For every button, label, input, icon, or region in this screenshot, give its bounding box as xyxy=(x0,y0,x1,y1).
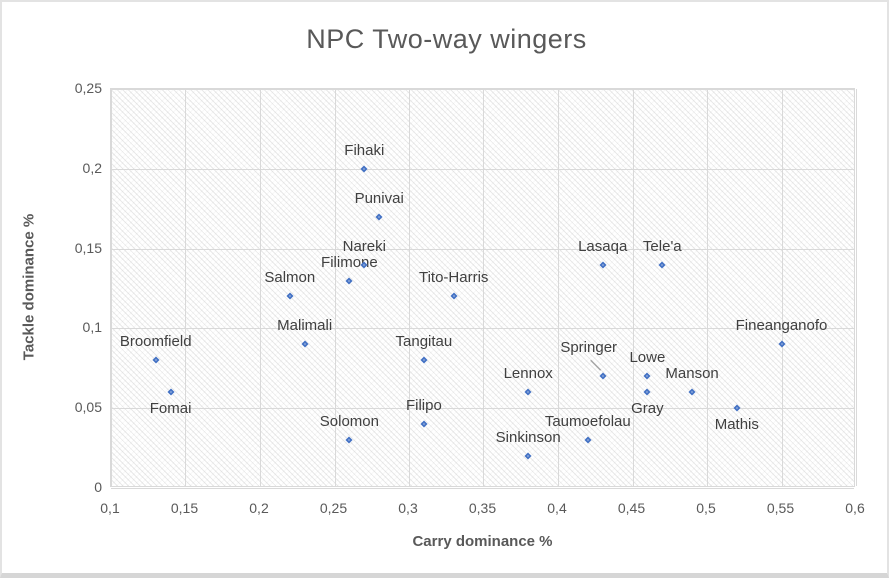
data-label-lennox: Lennox xyxy=(503,365,553,383)
y-tick-label: 0,25 xyxy=(74,80,102,96)
data-label-springer: Springer xyxy=(560,339,618,357)
data-label-gray: Gray xyxy=(631,400,664,418)
data-point-taumoefolau xyxy=(584,436,592,444)
data-point-mathis xyxy=(733,404,741,412)
data-point-filipo xyxy=(420,420,428,428)
x-tick-label: 0,45 xyxy=(617,500,646,516)
data-label-salmon: Salmon xyxy=(264,269,316,287)
plot-area: Broomfield Fomai Salmon Malimali Filimone Sol… xyxy=(110,88,857,489)
gridline-horizontal xyxy=(111,328,854,329)
data-label-nareki: Nareki xyxy=(342,237,386,255)
data-point-tangitau xyxy=(420,356,428,364)
gridline-vertical xyxy=(111,89,112,486)
data-label-manson: Manson xyxy=(665,365,719,383)
gridline-vertical xyxy=(409,89,410,486)
data-label-tangitau: Tangitau xyxy=(395,333,453,351)
gridline-vertical xyxy=(185,89,186,486)
data-point-gray xyxy=(643,388,651,396)
data-label-punivai: Punivai xyxy=(354,189,404,207)
data-point-fihaki xyxy=(360,165,368,173)
data-label-tito-harris: Tito-Harris xyxy=(418,269,489,287)
gridline-horizontal xyxy=(111,488,854,489)
gridline-horizontal xyxy=(111,89,854,90)
y-tick-label: 0,2 xyxy=(82,159,102,176)
data-point-salmon xyxy=(286,292,294,301)
data-point-fomai xyxy=(167,388,175,396)
data-point-solomon xyxy=(345,436,353,444)
data-point-malimali xyxy=(301,340,309,348)
gridline-vertical xyxy=(483,89,484,486)
data-label-solomon: Solomon xyxy=(319,413,379,431)
gridline-vertical xyxy=(782,89,783,486)
data-label-malimali: Malimali xyxy=(277,317,333,335)
x-tick-label: 0,5 xyxy=(696,500,716,516)
data-point-lasaqa xyxy=(599,261,607,269)
y-tick-label: 0,1 xyxy=(82,319,102,336)
data-point-lennox xyxy=(524,388,532,396)
x-tick-label: 0,1 xyxy=(100,500,120,516)
data-point-broomfield xyxy=(152,356,160,364)
y-axis-title: Tackle dominance % xyxy=(20,213,38,361)
y-tick-label: 0,15 xyxy=(74,239,102,256)
data-point-sinkinson xyxy=(524,452,532,460)
gridline-vertical xyxy=(856,89,857,486)
data-label-fineanganofo: Fineanganofo xyxy=(735,317,828,335)
x-tick-label: 0,35 xyxy=(468,500,497,516)
gridline-vertical xyxy=(558,89,559,486)
x-tick-label: 0,6 xyxy=(845,500,865,516)
data-point-manson xyxy=(688,388,696,396)
x-tick-label: 0,55 xyxy=(766,500,795,516)
chart-title: NPC Two-way wingers xyxy=(306,24,587,54)
data-label-sinkinson: Sinkinson xyxy=(495,429,561,447)
x-tick-label: 0,25 xyxy=(319,500,348,516)
data-label-broomfield: Broomfield xyxy=(119,333,192,351)
x-tick-label: 0,3 xyxy=(398,500,418,516)
data-point-punivai xyxy=(375,213,383,221)
gridline-vertical xyxy=(260,89,261,486)
data-label-fomai: Fomai xyxy=(149,400,192,418)
data-point-filimone xyxy=(345,276,353,285)
x-tick-label: 0,4 xyxy=(547,500,567,516)
gridline-vertical xyxy=(633,89,634,486)
data-label-filimone: Filimone xyxy=(321,253,378,271)
x-tick-label: 0,2 xyxy=(249,500,269,516)
x-axis-title: Carry dominance % xyxy=(412,533,553,550)
gridline-vertical xyxy=(335,89,336,486)
leader-line-springer xyxy=(590,359,602,371)
data-label-mathis: Mathis xyxy=(714,416,759,434)
gridline-vertical xyxy=(707,89,708,486)
data-label-lowe: Lowe xyxy=(629,349,666,367)
data-point-lowe xyxy=(643,372,651,380)
data-point-tito-harris xyxy=(450,292,458,301)
data-label-lasaqa: Lasaqa xyxy=(578,237,628,255)
data-point-springer xyxy=(599,372,607,380)
data-label-tele-a: Tele'a xyxy=(642,237,682,255)
gridline-horizontal xyxy=(111,408,854,409)
data-point-tele-a xyxy=(658,261,666,269)
y-tick-label: 0 xyxy=(94,479,102,495)
gridline-horizontal xyxy=(111,249,854,250)
data-label-fihaki: Fihaki xyxy=(344,141,385,159)
data-label-filipo: Filipo xyxy=(405,397,442,415)
data-point-fineanganofo xyxy=(777,340,786,348)
gridline-horizontal xyxy=(111,169,854,170)
x-tick-label: 0,15 xyxy=(170,500,199,516)
data-label-taumoefolau: Taumoefolau xyxy=(544,413,631,431)
y-tick-label: 0,05 xyxy=(74,399,102,416)
